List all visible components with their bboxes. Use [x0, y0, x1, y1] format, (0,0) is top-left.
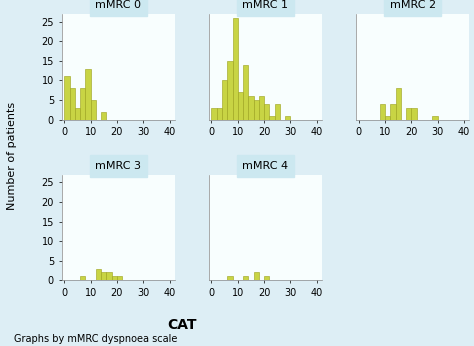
Bar	[70, 88, 75, 120]
Bar	[80, 88, 85, 120]
Bar	[238, 92, 243, 120]
Bar	[390, 104, 395, 120]
Bar	[222, 80, 227, 120]
Text: CAT: CAT	[168, 318, 197, 332]
Bar	[248, 96, 254, 120]
Bar	[217, 108, 222, 120]
Bar	[269, 116, 274, 120]
Bar	[101, 112, 106, 120]
Title: mMRC 0: mMRC 0	[95, 0, 141, 10]
Text: Graphs by mMRC dyspnoea scale: Graphs by mMRC dyspnoea scale	[14, 334, 178, 344]
Bar	[101, 272, 106, 280]
Bar	[91, 100, 96, 120]
Bar	[264, 276, 269, 280]
Bar	[254, 100, 259, 120]
Title: mMRC 2: mMRC 2	[390, 0, 436, 10]
Bar	[64, 76, 70, 120]
Bar	[406, 108, 411, 120]
Title: mMRC 3: mMRC 3	[95, 161, 141, 171]
Bar	[385, 116, 390, 120]
Bar	[243, 276, 248, 280]
Bar	[380, 104, 385, 120]
Bar	[112, 276, 117, 280]
Bar	[80, 276, 85, 280]
Bar	[85, 69, 91, 120]
Bar	[264, 104, 269, 120]
Bar	[96, 268, 101, 280]
Bar	[243, 65, 248, 120]
Bar	[227, 276, 233, 280]
Title: mMRC 1: mMRC 1	[242, 0, 289, 10]
Bar	[259, 96, 264, 120]
Bar	[233, 18, 238, 120]
Bar	[274, 104, 280, 120]
Bar	[432, 116, 438, 120]
Bar	[106, 272, 112, 280]
Bar	[227, 61, 233, 120]
Title: mMRC 4: mMRC 4	[242, 161, 289, 171]
Bar	[211, 108, 217, 120]
Bar	[254, 272, 259, 280]
Bar	[117, 276, 122, 280]
Bar	[285, 116, 291, 120]
Text: Number of patients: Number of patients	[7, 102, 17, 210]
Bar	[411, 108, 417, 120]
Bar	[75, 108, 80, 120]
Bar	[395, 88, 401, 120]
